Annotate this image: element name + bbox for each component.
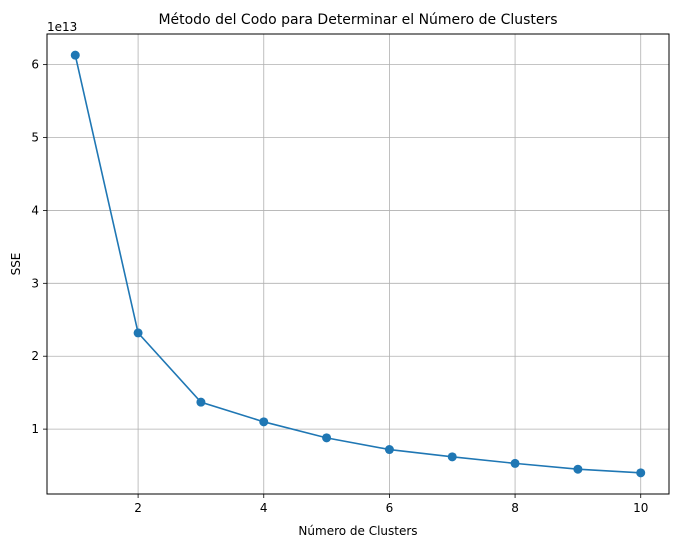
sse-point <box>70 50 80 60</box>
x-tick-label: 10 <box>633 501 648 515</box>
y-scale-label: 1e13 <box>47 20 77 34</box>
y-tick-label: 3 <box>31 276 39 290</box>
y-tick-label: 5 <box>31 131 39 145</box>
y-axis-label: SSE <box>9 253 23 276</box>
sse-line <box>74 54 641 474</box>
x-tick-label: 8 <box>511 501 519 515</box>
sse-point <box>573 464 583 474</box>
sse-point <box>133 328 143 338</box>
sse-point <box>322 433 332 443</box>
x-tick-label: 4 <box>260 501 268 515</box>
x-axis-label: Número de Clusters <box>298 524 417 538</box>
sse-point <box>259 417 269 427</box>
y-tick-label: 6 <box>31 58 39 72</box>
plot-frame <box>46 33 670 495</box>
sse-point <box>636 468 646 478</box>
y-tick-label: 4 <box>31 203 39 217</box>
x-tick-label: 2 <box>134 501 142 515</box>
series-layer <box>70 50 646 478</box>
y-tick-label: 2 <box>31 349 39 363</box>
x-tick-label: 6 <box>386 501 394 515</box>
sse-point <box>510 458 520 468</box>
sse-point <box>196 397 206 407</box>
sse-point <box>384 445 394 455</box>
sse-point <box>447 452 457 462</box>
chart-title: Método del Codo para Determinar el Númer… <box>158 12 557 28</box>
grid-lines <box>47 34 669 494</box>
y-tick-label: 1 <box>31 422 39 436</box>
